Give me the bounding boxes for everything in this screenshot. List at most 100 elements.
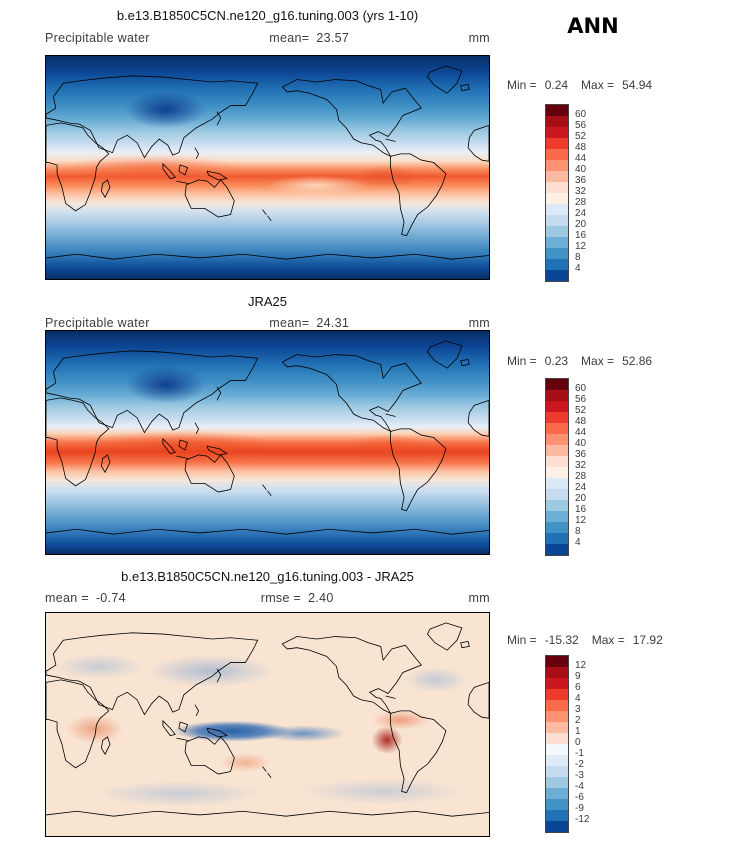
colorbar-cell (546, 193, 568, 204)
mean-stat: mean= 24.31 (269, 316, 349, 330)
minmax-stats: Min = 0.23 Max = 52.86 (507, 354, 652, 368)
colorbar-cell (546, 478, 568, 489)
colorbar-tick-label: 36 (575, 449, 587, 460)
colorbar-cell (546, 711, 568, 722)
colorbar-cell (546, 248, 568, 259)
colorbar-tick-label: 36 (575, 175, 587, 186)
colorbar-tick-label: 60 (575, 383, 587, 394)
colorbar-cell (546, 127, 568, 138)
variable-label: Precipitable water (45, 31, 150, 45)
colorbar-tick-label: 28 (575, 197, 587, 208)
rmse-stat: rmse = 2.40 (261, 591, 334, 605)
colorbar-cell (546, 259, 568, 270)
colorbar-tick-label: 8 (575, 252, 581, 263)
min-value: -15.32 (544, 633, 579, 647)
colorbar-tick-label: -2 (575, 759, 584, 770)
min-label: Min = (507, 354, 537, 368)
colorbar-tick-label: 52 (575, 131, 587, 142)
colorbar-cell (546, 522, 568, 533)
colorbar-strip (545, 104, 569, 282)
colorbar-cell (546, 412, 568, 423)
max-value: 52.86 (622, 354, 653, 368)
colorbar-cell (546, 160, 568, 171)
colorbar-cell (546, 171, 568, 182)
colorbar-cell (546, 423, 568, 434)
colorbar-cell (546, 226, 568, 237)
colorbar-tick-label: 0 (575, 737, 581, 748)
colorbar-tick-label: 60 (575, 109, 587, 120)
units-label: mm (468, 591, 490, 605)
colorbar-tick-label: 12 (575, 515, 587, 526)
colorbar-cell (546, 511, 568, 522)
min-label: Min = (507, 78, 537, 92)
colorbar-tick-label: -6 (575, 792, 584, 803)
max-label: Max = (591, 633, 625, 647)
colorbar-cell (546, 544, 568, 555)
panel-title: b.e13.B1850C5CN.ne120_g16.tuning.003 - J… (121, 569, 414, 584)
colorbar-strip (545, 378, 569, 556)
colorbar-tick-label: 12 (575, 660, 587, 671)
colorbar-tick-label: -9 (575, 803, 584, 814)
min-label: Min = (507, 633, 537, 647)
max-value: 54.94 (622, 78, 653, 92)
colorbar-tick-label: 1 (575, 726, 581, 737)
colorbar-cell (546, 445, 568, 456)
colorbar-cell (546, 799, 568, 810)
min-value: 0.23 (544, 354, 569, 368)
colorbar-tick-label: 8 (575, 526, 581, 537)
colorbar-tick-label: 12 (575, 241, 587, 252)
world-map-outline (46, 56, 489, 279)
minmax-stats: Min = 0.24 Max = 54.94 (507, 78, 652, 92)
panel-info-row: Precipitable water mean= 23.57 mm (45, 31, 490, 45)
colorbar-cell (546, 489, 568, 500)
colorbar-cell (546, 733, 568, 744)
colorbar-cell (546, 755, 568, 766)
colorbar-cell (546, 467, 568, 478)
colorbar-cell (546, 744, 568, 755)
colorbar-tick-label: 3 (575, 704, 581, 715)
map-model (45, 55, 490, 280)
colorbar-tick-label: 40 (575, 164, 587, 175)
colorbar-tick-label: 2 (575, 715, 581, 726)
rmse-value: 2.40 (308, 591, 334, 605)
colorbar-cell (546, 270, 568, 281)
colorbar-tick-label: 48 (575, 416, 587, 427)
colorbar-strip (545, 655, 569, 833)
panel-obs: JRA25 Precipitable water mean= 24.31 mm M… (0, 288, 733, 565)
colorbar-tick-label: 44 (575, 153, 587, 164)
colorbar-cell (546, 379, 568, 390)
colorbar-tick-label: -4 (575, 781, 584, 792)
colorbar-tick-label: 32 (575, 186, 587, 197)
min-value: 0.24 (544, 78, 569, 92)
colorbar: 12 9 6 4 3 2 1 0 -1 -2 -3 -4 -6 -9 -12 (545, 655, 620, 837)
colorbar-cell (546, 700, 568, 711)
panel-info-row: mean = -0.74 rmse = 2.40 mm (45, 591, 490, 605)
units-label: mm (468, 31, 490, 45)
colorbar-tick-label: 44 (575, 427, 587, 438)
colorbar-tick-label: 32 (575, 460, 587, 471)
colorbar-tick-label: 20 (575, 219, 587, 230)
colorbar-cell (546, 401, 568, 412)
colorbar-tick-label: 20 (575, 493, 587, 504)
colorbar-cell (546, 237, 568, 248)
colorbar-labels: 12 9 6 4 3 2 1 0 -1 -2 -3 -4 -6 -9 -12 (575, 655, 617, 837)
colorbar-tick-label: 24 (575, 482, 587, 493)
variable-label: Precipitable water (45, 316, 150, 330)
colorbar-labels: 60 56 52 48 44 40 36 32 28 24 20 16 12 8 4 (575, 378, 617, 560)
colorbar-cell (546, 656, 568, 667)
colorbar-tick-label: 48 (575, 142, 587, 153)
colorbar-tick-label: 56 (575, 394, 587, 405)
colorbar-tick-label: 52 (575, 405, 587, 416)
colorbar-cell (546, 456, 568, 467)
world-map-outline (46, 622, 489, 817)
colorbar-cell (546, 215, 568, 226)
panel-title: JRA25 (247, 294, 288, 309)
colorbar-cell (546, 182, 568, 193)
colorbar-tick-label: 28 (575, 471, 587, 482)
units-label: mm (468, 316, 490, 330)
colorbar-cell (546, 821, 568, 832)
rmse-label: rmse = (260, 591, 302, 605)
colorbar-cell (546, 390, 568, 401)
world-map-outline (46, 340, 489, 535)
